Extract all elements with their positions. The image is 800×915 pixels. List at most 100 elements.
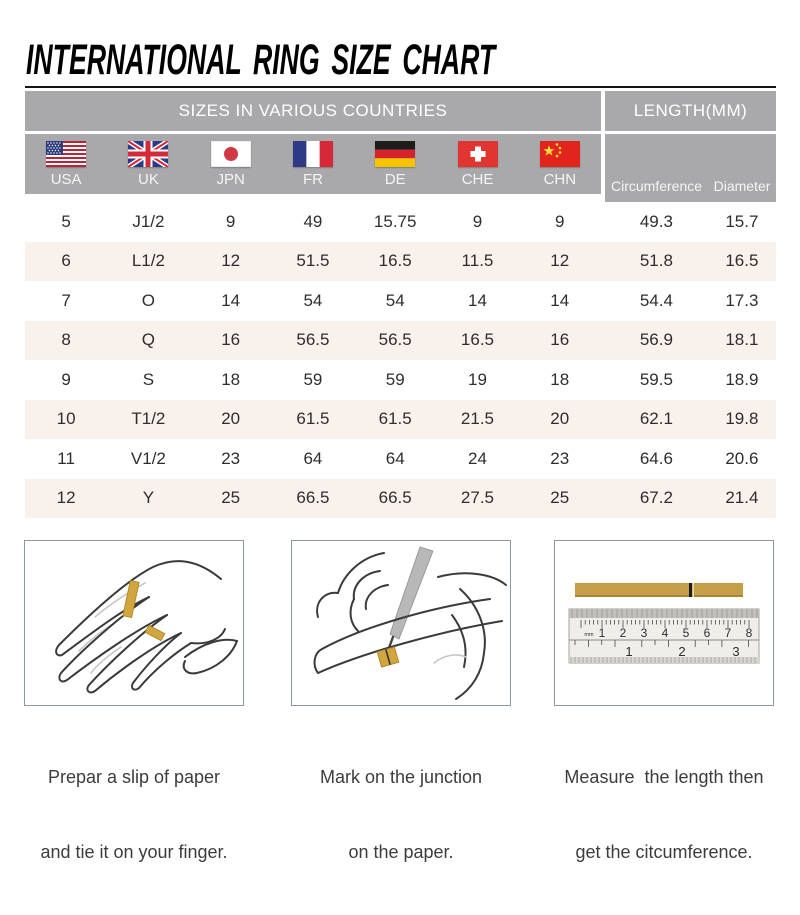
caption-line: Prepar a slip of paper xyxy=(47,767,221,787)
cell: 59 xyxy=(303,369,323,389)
cell: 14 xyxy=(468,290,487,310)
column-label-de: DE xyxy=(384,171,406,188)
cell: 25 xyxy=(550,488,570,508)
cell: 15.75 xyxy=(373,211,417,231)
column-label-uk: UK xyxy=(138,171,159,188)
ruler-number: 4 xyxy=(662,626,669,640)
column-header-che: CHE xyxy=(436,134,518,194)
table-header: SIZES IN VARIOUS COUNTRIES xyxy=(25,91,776,202)
japan-flag-icon xyxy=(210,141,251,167)
pen-marking-finger-illustration xyxy=(313,546,507,700)
cell: 20 xyxy=(221,409,241,429)
step-3-panel: mm 1 2 3 4 5 6 7 8 1 2 3 xyxy=(554,540,774,706)
caption-line: Measure the length then xyxy=(564,767,764,787)
cell: 16 xyxy=(550,330,570,350)
cell: 9 xyxy=(472,211,483,231)
cell: 24 xyxy=(468,448,487,468)
cell: 21.5 xyxy=(460,409,494,429)
table-row: 5 J1/2 9 49 15.75 9 9 49.3 15.7 xyxy=(25,202,776,242)
cell: 67.2 xyxy=(639,488,673,508)
cell: 8 xyxy=(61,330,71,350)
table-row: 10 T1/2 20 61.5 61.5 21.5 20 62.1 19.8 xyxy=(25,399,776,439)
cell: 12 xyxy=(550,251,570,271)
cell: 54.4 xyxy=(639,290,673,310)
sizes-section-header: SIZES IN VARIOUS COUNTRIES xyxy=(25,91,601,202)
cell: 14 xyxy=(221,290,241,310)
caption-line: and tie it on your finger. xyxy=(40,842,228,862)
ruler-number: 8 xyxy=(746,626,753,640)
column-header-usa: USA xyxy=(25,134,107,194)
table-row: 9 S 18 59 59 19 18 59.5 18.9 xyxy=(25,360,776,400)
ruler-number: 7 xyxy=(725,626,732,640)
cell: 56.5 xyxy=(296,330,330,350)
step-2: Mark on the junction on the paper. xyxy=(291,540,511,915)
france-flag-icon xyxy=(292,141,333,167)
usa-flag-icon xyxy=(46,141,87,167)
cell: L1/2 xyxy=(131,251,165,271)
caption-line: get the citcumference. xyxy=(575,842,753,862)
cell: 16 xyxy=(221,330,241,350)
paper-strip-on-finger xyxy=(122,579,166,642)
cell: 7 xyxy=(61,290,71,310)
step-1-panel xyxy=(24,540,244,706)
caption-line: Mark on the junction xyxy=(319,767,483,787)
sizes-group-header: SIZES IN VARIOUS COUNTRIES xyxy=(25,91,601,131)
cell: 11.5 xyxy=(461,251,494,271)
cell: 10 xyxy=(56,409,76,429)
table-row: 6 L1/2 12 51.5 16.5 11.5 12 51.8 16.5 xyxy=(25,241,776,281)
cell: 19 xyxy=(468,369,487,389)
germany-flag-icon xyxy=(375,141,416,167)
cell: 66.5 xyxy=(296,488,330,508)
hand-with-paper-strip-illustration xyxy=(55,560,239,694)
step-3: mm 1 2 3 4 5 6 7 8 1 2 3 xyxy=(554,540,774,915)
cell: 5 xyxy=(61,211,71,231)
column-label-circumference: Circumference xyxy=(610,178,703,194)
ruler-number: 1 xyxy=(599,626,606,640)
cell: 49 xyxy=(303,211,323,231)
column-header-uk: UK xyxy=(107,134,189,194)
step-3-caption: Measure the length then get the citcumfe… xyxy=(554,715,774,915)
table-row: 11 V1/2 23 64 64 24 23 64.6 20.6 xyxy=(25,439,776,479)
cell: 64 xyxy=(303,448,323,468)
cell: 9 xyxy=(225,211,236,231)
paper-strip-marked xyxy=(376,646,400,668)
column-header-fr: FR xyxy=(272,134,354,194)
column-label-diameter: Diameter xyxy=(713,178,771,194)
table-row: 8 Q 16 56.5 56.5 16.5 16 56.9 18.1 xyxy=(25,320,776,360)
step-1: Prepar a slip of paper and tie it on you… xyxy=(24,540,244,915)
length-columns-row: Circumference Diameter xyxy=(605,134,776,202)
column-label-usa: USA xyxy=(50,171,82,188)
cell: 51.8 xyxy=(639,251,673,271)
cell: 18.1 xyxy=(725,330,759,350)
ruler-number: 5 xyxy=(683,626,690,640)
cell: 66.5 xyxy=(378,488,412,508)
cell: 20.6 xyxy=(725,448,759,468)
cell: 61.5 xyxy=(296,409,330,429)
cell: 64.6 xyxy=(639,448,673,468)
cell: Y xyxy=(142,488,155,508)
column-label-fr: FR xyxy=(302,171,323,188)
cell: 21.4 xyxy=(725,488,759,508)
cell: O xyxy=(141,290,156,310)
cell: 61.5 xyxy=(378,409,412,429)
column-header-jpn: JPN xyxy=(190,134,272,194)
cell: 64 xyxy=(385,448,405,468)
cell: 54 xyxy=(303,290,323,310)
cell: S xyxy=(142,369,155,389)
cell: 23 xyxy=(221,448,241,468)
table-row: 7 O 14 54 54 14 14 54.4 17.3 xyxy=(25,281,776,321)
cell: 16.5 xyxy=(460,330,494,350)
cell: 9 xyxy=(554,211,565,231)
cell: 18 xyxy=(550,369,570,389)
ruler-number: 3 xyxy=(732,644,739,659)
length-group-header: LENGTH(MM) xyxy=(605,91,776,131)
length-section-header: LENGTH(MM) Circumference Diameter xyxy=(605,91,776,202)
pen-icon xyxy=(389,546,434,640)
paper-strip-flat xyxy=(575,583,743,597)
cell: 11 xyxy=(57,448,75,468)
cell: 23 xyxy=(550,448,570,468)
step-2-panel xyxy=(291,540,511,706)
column-label-chn: CHN xyxy=(543,171,577,188)
step-2-caption: Mark on the junction on the paper. xyxy=(291,715,511,915)
cell: 19.8 xyxy=(725,409,759,429)
